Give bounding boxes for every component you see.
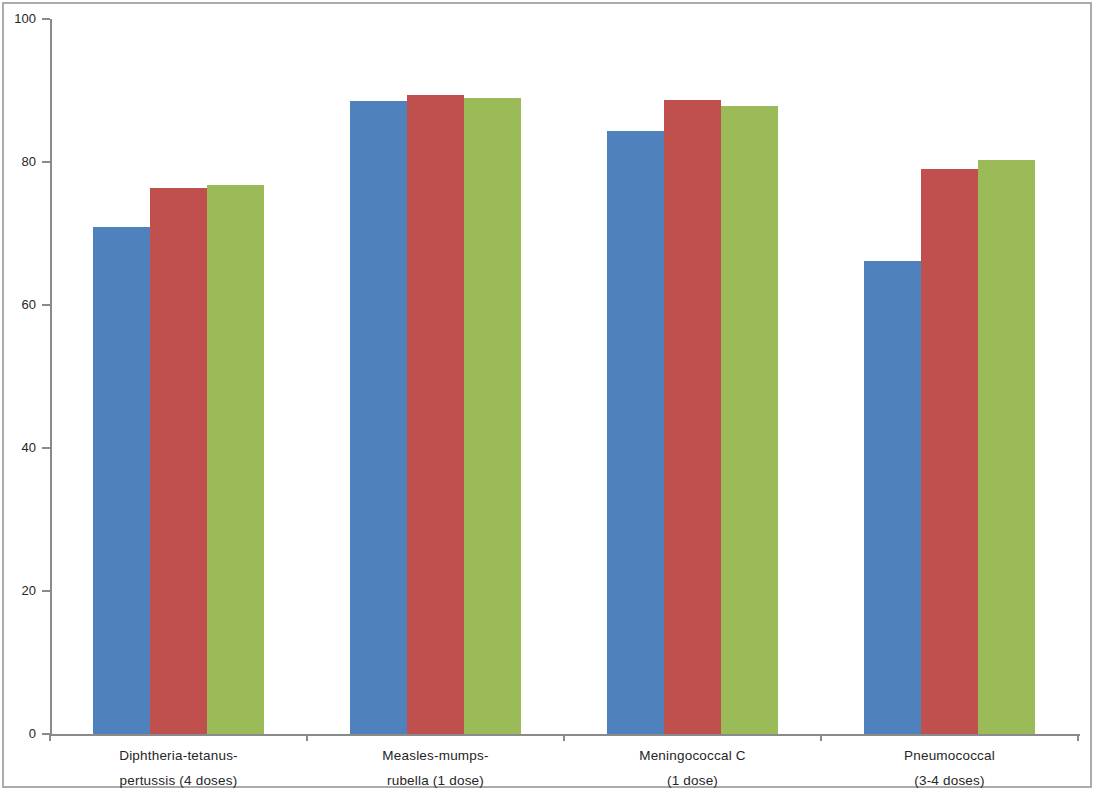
x-axis-tick <box>1077 734 1079 741</box>
bar-chart-canvas: 0 20 40 60 80 100 Diphtheria-tetanus-pertussis… <box>0 0 1100 800</box>
y-axis-tick-label: 0 <box>0 726 36 742</box>
x-axis-tick <box>820 734 822 741</box>
y-axis-tick <box>42 18 50 20</box>
x-axis-category-label-line: Pneumococcal <box>821 743 1078 768</box>
y-axis-line <box>50 19 52 736</box>
y-axis-tick <box>42 161 50 163</box>
y-axis-tick-label: 20 <box>0 583 36 599</box>
y-axis-tick-label: 40 <box>0 440 36 456</box>
y-axis-tick-label: 60 <box>0 297 36 313</box>
bar-series-2-red-category-1 <box>150 188 207 734</box>
x-axis-category-label-line: pertussis (4 doses) <box>50 768 307 793</box>
y-axis-tick <box>42 304 50 306</box>
y-axis-tick <box>42 590 50 592</box>
bar-series-2-red-category-4 <box>921 169 978 734</box>
bar-series-1-blue-category-4 <box>864 261 921 734</box>
x-axis-category-label-line: (1 dose) <box>564 768 821 793</box>
x-axis-category-label-line: Diphtheria-tetanus- <box>50 743 307 768</box>
y-axis-tick-label: 100 <box>0 11 36 27</box>
bar-series-1-blue-category-2 <box>350 101 407 734</box>
x-axis-category-label: Pneumococcal(3-4 doses) <box>821 743 1078 793</box>
bar-series-1-blue-category-1 <box>93 227 150 734</box>
x-axis-tick <box>49 734 51 741</box>
bar-series-1-blue-category-3 <box>607 131 664 734</box>
bar-series-2-red-category-3 <box>664 100 721 734</box>
bar-series-3-green-category-3 <box>721 106 778 734</box>
bar-series-3-green-category-1 <box>207 185 264 734</box>
x-axis-category-label-line: Measles-mumps- <box>307 743 564 768</box>
x-axis-category-label-line: Meningococcal C <box>564 743 821 768</box>
x-axis-category-label: Meningococcal C(1 dose) <box>564 743 821 793</box>
bar-series-3-green-category-4 <box>978 160 1035 734</box>
bar-series-2-red-category-2 <box>407 95 464 734</box>
x-axis-tick <box>306 734 308 741</box>
x-axis-category-label: Diphtheria-tetanus-pertussis (4 doses) <box>50 743 307 793</box>
x-axis-category-label: Measles-mumps-rubella (1 dose) <box>307 743 564 793</box>
x-axis-category-label-line: (3-4 doses) <box>821 768 1078 793</box>
plot-area: 0 20 40 60 80 100 Diphtheria-tetanus-pertussis… <box>0 0 1100 800</box>
x-axis-tick <box>563 734 565 741</box>
y-axis-tick <box>42 447 50 449</box>
y-axis-tick-label: 80 <box>0 154 36 170</box>
x-axis-category-label-line: rubella (1 dose) <box>307 768 564 793</box>
bar-series-3-green-category-2 <box>464 98 521 734</box>
